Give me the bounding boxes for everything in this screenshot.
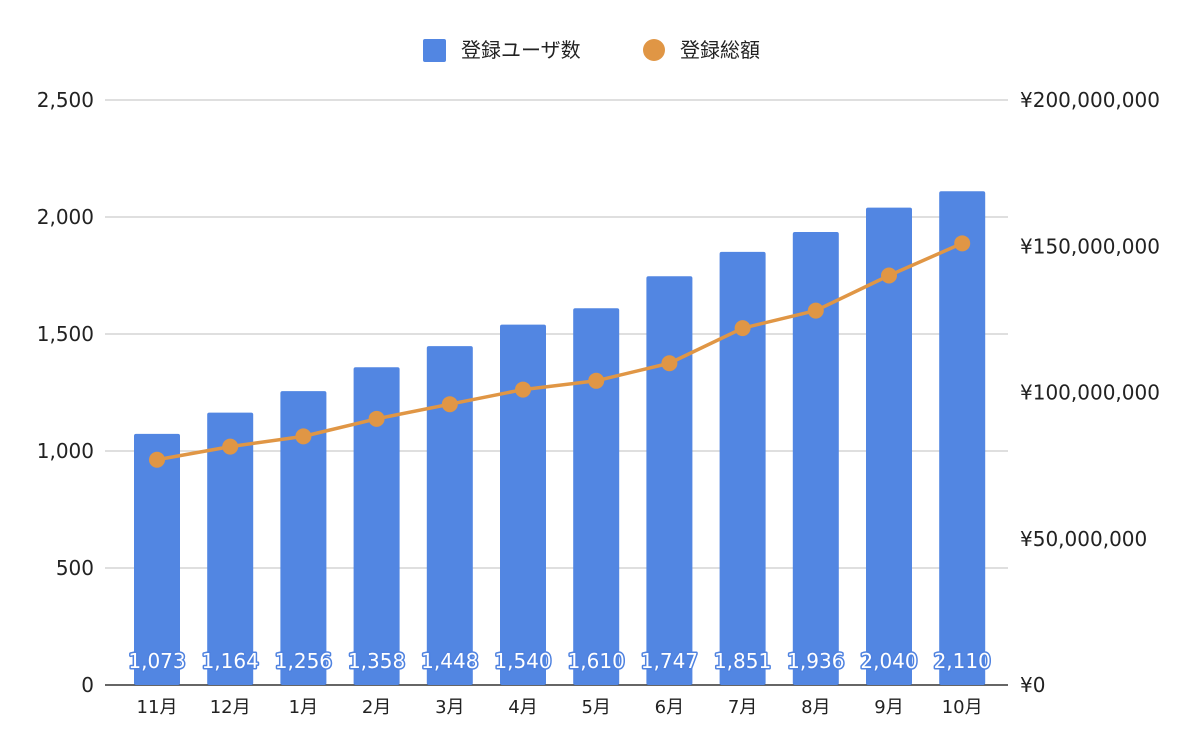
bar — [866, 207, 912, 685]
bar-data-label: 1,747 — [641, 649, 698, 673]
right-axis-tick-label: ¥150,000,000 — [1020, 234, 1160, 258]
bar — [207, 412, 254, 685]
bar-series — [134, 191, 986, 685]
left-axis-tick-label: 2,000 — [37, 205, 94, 229]
bar — [939, 191, 986, 685]
left-axis-tick-label: 500 — [56, 556, 94, 580]
x-axis-tick-label: 12月 — [210, 697, 251, 718]
bar-data-labels: 1,073 1,164 1,256 1,358 1,448 1,540 1,610 1,747… — [127, 648, 992, 675]
line-point — [441, 396, 458, 413]
left-axis-tick-label: 1,000 — [37, 439, 94, 463]
line-point — [807, 302, 824, 319]
left-axis-tick-label: 2,500 — [37, 88, 94, 112]
left-axis-tick-label: 0 — [81, 673, 94, 697]
bar — [719, 251, 766, 685]
right-axis-tick-label: ¥100,000,000 — [1020, 381, 1160, 405]
bar-data-label: 1,540 — [494, 649, 551, 673]
x-axis-tick-label: 4月 — [508, 697, 537, 718]
bar-data-label: 1,448 — [421, 649, 478, 673]
bar — [500, 324, 546, 685]
x-axis-tick-label: 5月 — [581, 697, 610, 718]
legend-label-line: 登録総額 — [680, 38, 760, 62]
bar-data-label: 1,851 — [714, 649, 771, 673]
line-point — [222, 438, 239, 455]
legend: 登録ユーザ数 登録総額 — [423, 38, 760, 62]
bar — [646, 276, 693, 685]
legend-swatch-bar — [423, 39, 446, 62]
line-path — [155, 241, 964, 462]
line-point — [588, 372, 605, 389]
right-axis-tick-label: ¥0 — [1020, 673, 1045, 697]
x-axis-tick-label: 6月 — [655, 697, 684, 718]
bar — [353, 367, 400, 685]
grid-lines — [105, 99, 1008, 686]
right-axis-tick-label: ¥50,000,000 — [1020, 527, 1147, 551]
bar — [573, 308, 620, 685]
x-axis-tick-label: 11月 — [137, 697, 178, 718]
x-axis-tick-label: 9月 — [874, 697, 903, 718]
left-axis-ticks: 0 500 1,000 1,500 2,000 2,500 — [37, 88, 94, 697]
line-point — [661, 355, 678, 372]
line-point — [295, 428, 312, 445]
x-axis-tick-label: 3月 — [435, 697, 464, 718]
bar-data-label: 1,358 — [348, 649, 405, 673]
x-axis-labels: 11月 12月 1月 2月 3月 4月 5月 6月 7月 8月 9月 10月 — [137, 697, 983, 718]
bar-data-label: 1,936 — [787, 649, 844, 673]
line-point — [734, 320, 751, 337]
right-axis-tick-label: ¥200,000,000 — [1020, 88, 1160, 112]
x-axis-tick-label: 7月 — [728, 697, 757, 718]
x-axis-tick-label: 1月 — [289, 697, 318, 718]
bar-data-label: 1,073 — [128, 649, 185, 673]
bar-data-label: 1,256 — [275, 649, 332, 673]
left-axis-tick-label: 1,500 — [37, 322, 94, 346]
x-axis-tick-label: 2月 — [362, 697, 391, 718]
bar-data-label: 1,164 — [202, 649, 259, 673]
bar — [280, 391, 327, 685]
bar-data-label: 1,610 — [568, 649, 625, 673]
bar — [792, 231, 839, 685]
line-point — [149, 451, 165, 468]
x-axis-tick-label: 10月 — [942, 697, 983, 718]
line-point — [515, 381, 531, 398]
line-point — [954, 235, 971, 252]
bar-data-label: 2,040 — [860, 649, 917, 673]
legend-swatch-line — [643, 39, 665, 61]
line-series — [149, 235, 971, 468]
x-axis-tick-label: 8月 — [801, 697, 830, 718]
bar — [134, 433, 180, 685]
bar-data-label: 2,110 — [934, 649, 991, 673]
legend-label-bar: 登録ユーザ数 — [461, 38, 581, 62]
bar — [426, 346, 473, 685]
right-axis-ticks: ¥0 ¥50,000,000 ¥100,000,000 ¥150,000,000 ¥20… — [1020, 88, 1160, 697]
line-point — [368, 410, 385, 427]
line-point — [881, 267, 897, 284]
